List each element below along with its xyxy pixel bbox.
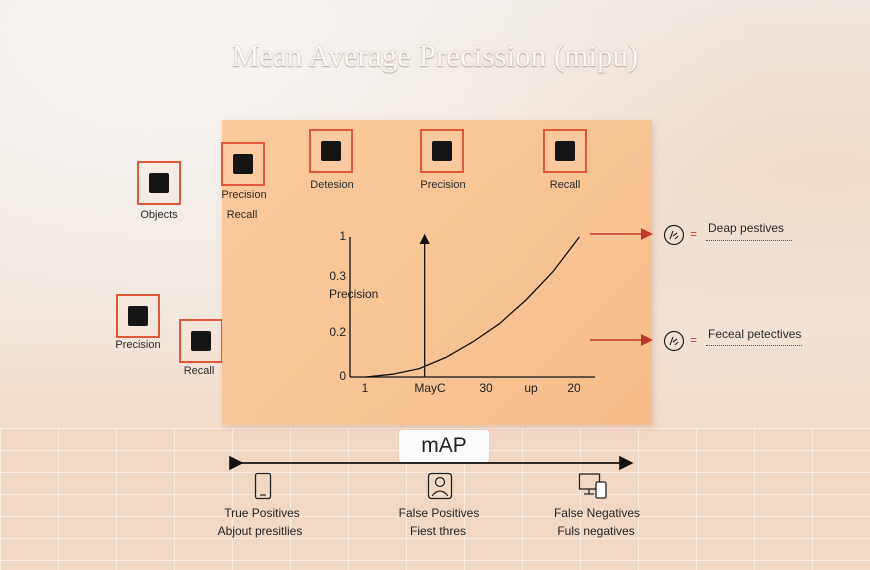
diagram-title: Mean Average Precission (mipu) (231, 38, 639, 73)
phone-icon (254, 472, 272, 505)
x-tick-label: 20 (567, 381, 581, 395)
map-label: mAP (399, 430, 489, 462)
y-tick-label: 0.2 (329, 325, 346, 339)
node-box (116, 294, 160, 338)
diagram-board (222, 120, 652, 425)
node-precision-recall-label-1: Precision (221, 189, 267, 201)
false-positives-label: False Positives (398, 506, 480, 520)
hand-icon (663, 224, 685, 251)
y-tick-label: 0.3 (329, 269, 346, 283)
node-box (221, 142, 265, 186)
x-tick-label: MayC (414, 381, 446, 395)
y-tick-label: 1 (339, 229, 346, 243)
equals-sign: = (690, 227, 698, 241)
node-detesion-label: Detesion (310, 179, 354, 191)
true-positives-label: True Positives (224, 506, 300, 520)
x-tick-label: 1 (362, 381, 369, 395)
computer-icon (578, 472, 608, 505)
series-line (365, 236, 580, 378)
false-negatives-label: False Negatives (553, 506, 641, 520)
node-precision-outside-label: Precision (115, 339, 161, 351)
annotation-1-underline (706, 240, 792, 241)
annotation-1-text: Deap pestives (708, 221, 785, 235)
node-precision-recall-label-2: Recall (226, 209, 258, 221)
node-box (543, 129, 587, 173)
node-recall-label: Recall (549, 179, 581, 191)
false-negatives-sublabel: Fuls negatives (557, 524, 635, 538)
x-tick-label: 30 (479, 381, 493, 395)
true-positives-sublabel: Abjout presitlies (217, 524, 303, 538)
y-axis-label: Precision (329, 287, 378, 301)
person-icon (427, 472, 453, 505)
equals-sign: = (690, 333, 698, 347)
node-objects-label: Objects (140, 209, 178, 221)
node-box (420, 129, 464, 173)
node-precision-label: Precision (420, 179, 466, 191)
node-box (179, 319, 223, 363)
y-tick-label: 0 (339, 369, 346, 383)
node-box (309, 129, 353, 173)
annotation-2-underline (706, 345, 802, 346)
annotation-2-text: Feceal petectives (708, 327, 802, 341)
x-tick-label: up (524, 381, 538, 395)
hand-icon (663, 330, 685, 357)
node-recall-outside-label: Recall (183, 365, 215, 377)
false-positives-sublabel: Fiest thres (409, 524, 467, 538)
node-box (137, 161, 181, 205)
